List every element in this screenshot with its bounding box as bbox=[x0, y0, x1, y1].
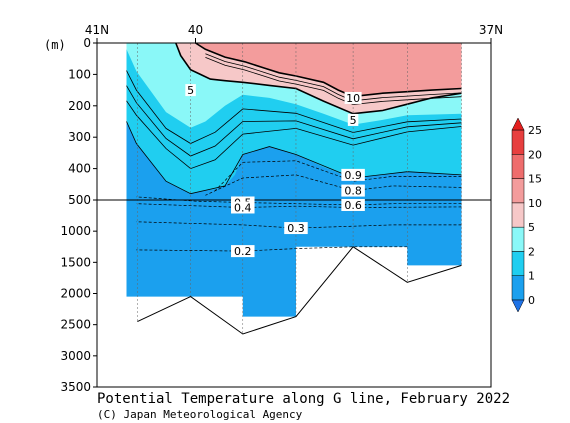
contour-label-4: 0.9 bbox=[344, 169, 362, 182]
contour-label-bg-3 bbox=[347, 113, 359, 126]
temperature-band-10-15 bbox=[195, 43, 462, 97]
y-tick-label-9: 2000 bbox=[60, 287, 91, 301]
plot-area bbox=[126, 42, 462, 335]
y-axis-unit-label: (m) bbox=[44, 38, 66, 52]
axis-layer: 0 100 200 300 400 500 1000 1500 2000 2500 3000 3500… bbox=[60, 23, 503, 394]
x-tick-label-3: 37N bbox=[479, 23, 503, 37]
contour-label-3: 5 bbox=[350, 114, 357, 127]
contour-line-5 bbox=[175, 42, 462, 115]
colorbar-segment-3 bbox=[511, 226, 525, 252]
x-tick-label-1: 41N bbox=[85, 23, 109, 37]
colorbar-label-6: 15 bbox=[528, 173, 542, 186]
x-tick-label-2: 40 bbox=[188, 23, 203, 37]
plot-border bbox=[96, 42, 492, 388]
contour-label-1: 5 bbox=[187, 84, 194, 97]
colorbar-min-cap bbox=[511, 299, 525, 313]
contour-label-8: 0.6 bbox=[344, 199, 362, 212]
y-tick-label-2: 100 bbox=[68, 67, 91, 81]
colorbar-label-2: 1 bbox=[528, 270, 535, 283]
contour-line-dashed-2 bbox=[205, 174, 462, 196]
y-tick-label-3: 200 bbox=[68, 99, 91, 113]
contour-line-dashed-4 bbox=[136, 203, 462, 208]
contour-label-2: 10 bbox=[346, 92, 360, 105]
contour-line-cool-a bbox=[126, 70, 462, 144]
contour-label-bg-1 bbox=[185, 84, 196, 97]
contour-label-bg-2 bbox=[344, 91, 362, 104]
y-tick-label-1: 0 bbox=[83, 36, 91, 50]
contour-label-bg-8 bbox=[341, 198, 365, 211]
contour-label-bg-5 bbox=[341, 184, 365, 197]
colorbar-segment-1 bbox=[511, 275, 525, 301]
colorbar-label-1: 0 bbox=[528, 294, 535, 307]
colorbar-label-4: 5 bbox=[528, 221, 535, 234]
contour-label-bg-10 bbox=[231, 245, 255, 258]
y-tick-label-8: 1500 bbox=[60, 255, 91, 269]
colorbar-segment-6 bbox=[511, 154, 525, 179]
plot-frame bbox=[96, 42, 492, 388]
contour-line-10 bbox=[195, 42, 462, 98]
colorbar-label-7: 20 bbox=[528, 148, 542, 161]
y-tick-label-5: 400 bbox=[68, 162, 91, 176]
y-tick-label-4: 300 bbox=[68, 130, 91, 144]
contour-label-bg-9 bbox=[284, 222, 308, 235]
contour-label-5: 0.8 bbox=[344, 185, 362, 198]
chart-title: Potential Temperature along G line, Febr… bbox=[97, 391, 510, 407]
contour-label-bg-4 bbox=[341, 168, 365, 181]
y-tick-label-10: 2500 bbox=[60, 318, 91, 332]
contour-line-1 bbox=[126, 121, 462, 195]
colorbar-segment-5 bbox=[511, 178, 525, 204]
y-tick-label-7: 1000 bbox=[60, 224, 91, 238]
contour-label-7: 0.4 bbox=[234, 201, 252, 214]
y-tick-label-6: 500 bbox=[68, 193, 91, 207]
y-tick-label-11: 3000 bbox=[60, 349, 91, 363]
colorbar-segment-2 bbox=[511, 251, 525, 276]
colorbar-segment-7 bbox=[511, 129, 525, 155]
colorbar-label-3: 2 bbox=[528, 245, 535, 258]
contour-label-9: 0.3 bbox=[287, 222, 305, 235]
copyright-credit: (C) Japan Meteorological Agency bbox=[97, 408, 303, 421]
colorbar-label-5: 10 bbox=[528, 197, 542, 210]
contour-line-dashed-1 bbox=[214, 160, 462, 191]
y-tick-label-12: 3500 bbox=[60, 380, 91, 394]
contour-label-bg-7 bbox=[231, 201, 255, 214]
colorbar-label-8: 25 bbox=[528, 124, 542, 137]
seafloor-profile bbox=[137, 246, 462, 335]
contour-line-cool-c bbox=[126, 100, 462, 170]
colorbar-max-cap bbox=[511, 117, 525, 131]
colorbar-segment-4 bbox=[511, 202, 525, 228]
contour-line-cool-b bbox=[126, 85, 462, 157]
contour-label-10: 0.2 bbox=[234, 245, 252, 258]
